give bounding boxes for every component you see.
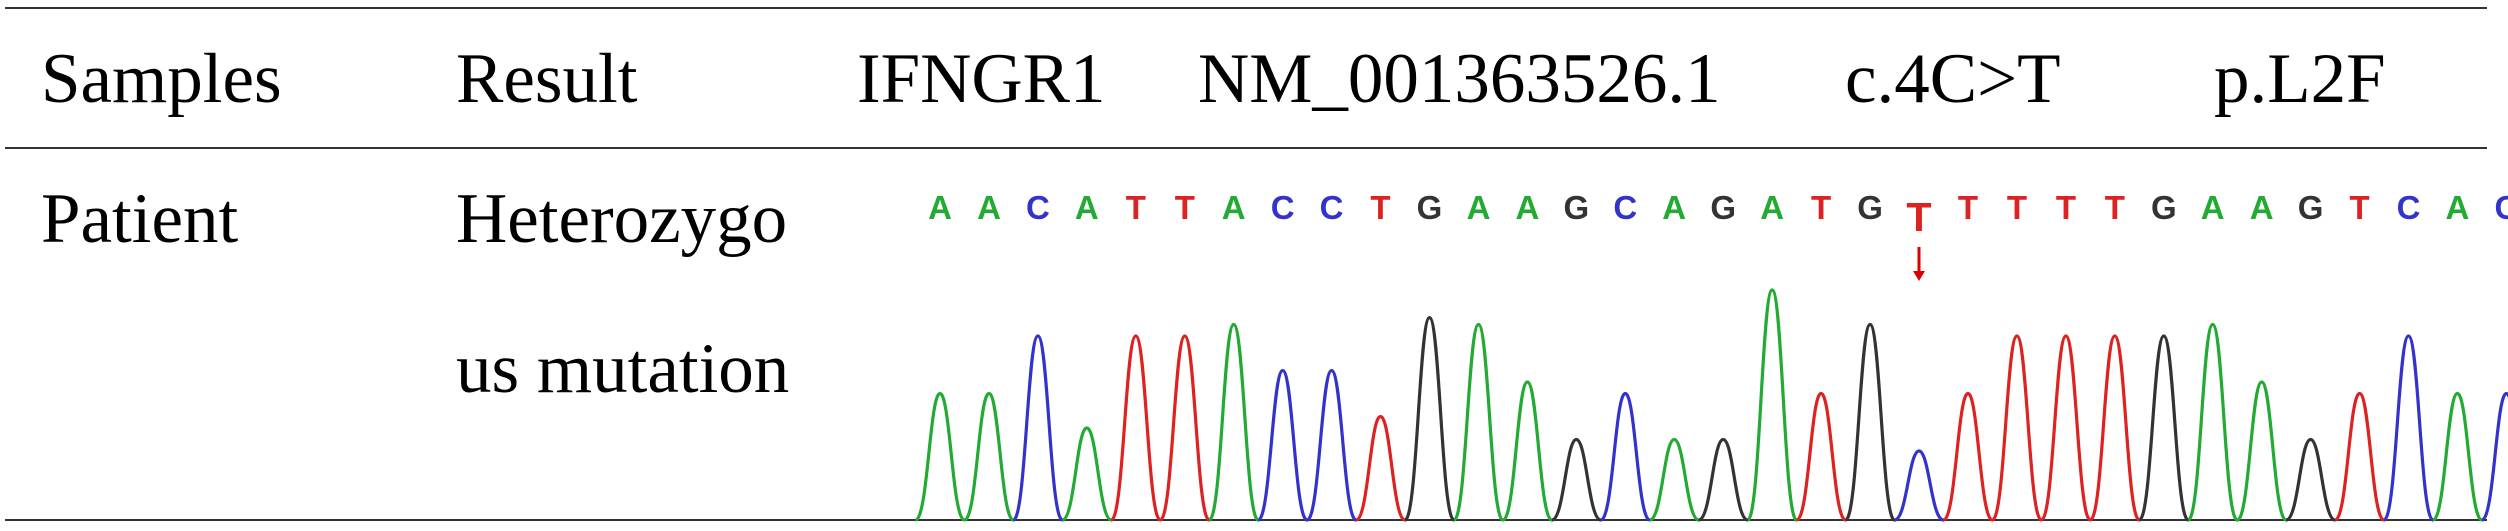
svg-text:G: G bbox=[1417, 189, 1443, 226]
svg-text:C: C bbox=[1271, 189, 1295, 226]
svg-text:T: T bbox=[1370, 189, 1390, 226]
svg-text:C: C bbox=[1613, 189, 1637, 226]
svg-text:T: T bbox=[1958, 189, 1978, 226]
svg-text:A: A bbox=[1515, 189, 1539, 226]
svg-text:A: A bbox=[2445, 189, 2469, 226]
svg-text:G: G bbox=[1857, 189, 1883, 226]
svg-text:T: T bbox=[2105, 189, 2125, 226]
svg-text:A: A bbox=[2201, 189, 2225, 226]
svg-text:T: T bbox=[1175, 189, 1195, 226]
svg-text:A: A bbox=[1467, 189, 1491, 226]
svg-text:A: A bbox=[1760, 189, 1784, 226]
svg-text:A: A bbox=[1222, 189, 1246, 226]
svg-text:C: C bbox=[2494, 189, 2508, 226]
svg-text:G: G bbox=[2298, 189, 2324, 226]
svg-text:T: T bbox=[2350, 189, 2370, 226]
svg-text:C: C bbox=[2397, 189, 2421, 226]
svg-text:A: A bbox=[928, 189, 952, 226]
svg-text:T: T bbox=[1811, 189, 1831, 226]
svg-text:A: A bbox=[1075, 189, 1099, 226]
svg-text:C: C bbox=[1320, 189, 1344, 226]
svg-text:T: T bbox=[2056, 189, 2076, 226]
svg-text:T: T bbox=[1126, 189, 1146, 226]
svg-text:T: T bbox=[2007, 189, 2027, 226]
svg-text:G: G bbox=[1710, 189, 1736, 226]
svg-text:A: A bbox=[2250, 189, 2274, 226]
svg-text:G: G bbox=[1563, 189, 1589, 226]
svg-text:T: T bbox=[1906, 194, 1931, 240]
svg-text:G: G bbox=[2151, 189, 2177, 226]
svg-text:A: A bbox=[977, 189, 1001, 226]
svg-text:C: C bbox=[1026, 189, 1050, 226]
svg-text:A: A bbox=[1662, 189, 1686, 226]
